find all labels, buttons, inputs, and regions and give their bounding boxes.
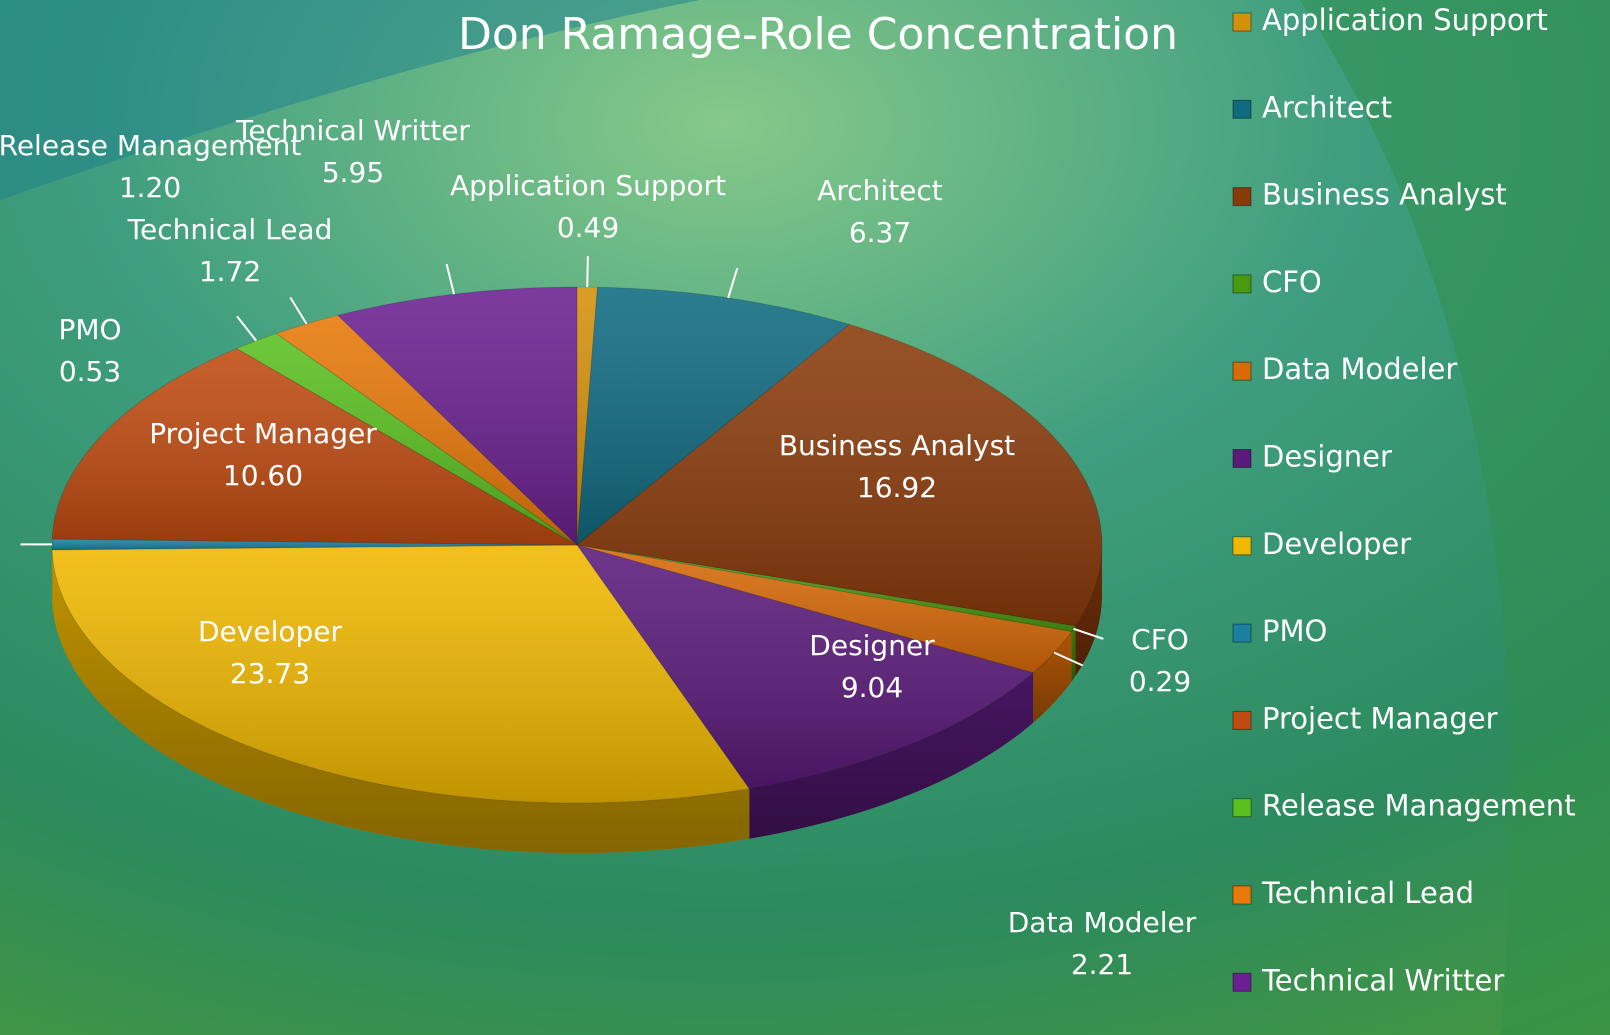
data-label-name: Application Support xyxy=(450,169,726,202)
pie-slice-shade xyxy=(577,324,1102,626)
legend-label: CFO xyxy=(1262,265,1322,299)
leader-line xyxy=(586,256,589,288)
data-label-value: 9.04 xyxy=(841,671,903,704)
leader-line xyxy=(1073,627,1104,640)
legend-swatch xyxy=(1232,99,1252,119)
pie-slice-shade xyxy=(337,287,577,545)
data-label-value: 16.92 xyxy=(857,471,937,504)
data-label-value: 0.49 xyxy=(557,211,619,244)
leader-line xyxy=(236,315,258,342)
leader-line xyxy=(727,267,739,299)
legend-swatch xyxy=(1232,187,1252,207)
legend-swatch xyxy=(1232,449,1252,468)
pie-side-shade xyxy=(749,672,1034,839)
leader-line xyxy=(445,263,455,295)
data-label-value: 2.21 xyxy=(1071,948,1133,981)
legend-label: Designer xyxy=(1262,440,1392,474)
data-label-value: 23.73 xyxy=(230,657,310,690)
legend-swatch xyxy=(1232,798,1252,818)
pie-slice-shade xyxy=(577,545,1072,673)
data-label-value: 6.37 xyxy=(849,216,911,249)
legend-swatch xyxy=(1232,361,1252,381)
pie-slice-shade xyxy=(577,287,850,545)
data-label-name: Release Management xyxy=(0,129,301,162)
pie-side-shade xyxy=(1071,625,1076,682)
data-label-name: Developer xyxy=(198,615,342,648)
pie-slice-shade xyxy=(52,348,577,545)
leader-line xyxy=(289,296,308,325)
legend-label: Technical Writter xyxy=(1261,963,1504,997)
data-label-value: 1.72 xyxy=(199,255,261,288)
background-shape xyxy=(1300,0,1610,1035)
pie-slice-shade xyxy=(236,333,578,545)
pie-slice-shade xyxy=(276,315,577,545)
data-label-value: 0.53 xyxy=(59,355,121,388)
legend-swatch xyxy=(1232,972,1252,992)
background-shape xyxy=(0,0,700,200)
chart-title: Don Ramage-Role Concentration xyxy=(458,9,1178,60)
legend-swatch xyxy=(1232,536,1252,556)
pie-slice-shade xyxy=(577,545,1034,789)
pie-slice-shade xyxy=(52,545,750,803)
legend: Application Support Architect Business Ana… xyxy=(1232,3,1576,997)
pie-side-shade xyxy=(1033,631,1072,723)
legend-swatch xyxy=(1232,710,1252,730)
data-label-value: 0.29 xyxy=(1129,665,1191,698)
data-label-name: Project Manager xyxy=(149,417,377,450)
data-label-name: Technical Writter xyxy=(235,114,470,147)
legend-label: Release Management xyxy=(1262,789,1576,823)
data-label-name: Technical Lead xyxy=(127,213,333,246)
data-label-name: Data Modeler xyxy=(1008,906,1197,939)
data-label-name: Business Analyst xyxy=(779,429,1015,462)
pie-slice-shade xyxy=(52,539,577,550)
legend-swatch xyxy=(1232,623,1252,643)
legend-label: Architect xyxy=(1262,90,1392,124)
data-label-value: 1.20 xyxy=(119,171,181,204)
leader-line xyxy=(1053,651,1084,667)
legend-swatch xyxy=(1232,274,1252,294)
legend-label: Technical Lead xyxy=(1261,876,1474,910)
legend-swatch xyxy=(1232,885,1252,905)
data-label-name: Architect xyxy=(817,174,943,207)
data-label-name: CFO xyxy=(1131,623,1189,656)
legend-label: Data Modeler xyxy=(1262,352,1457,386)
legend-swatch xyxy=(1232,12,1252,32)
pie xyxy=(51,286,1103,853)
data-label-value: 5.95 xyxy=(322,156,384,189)
pie-side-shade xyxy=(1075,545,1102,676)
pie-slice-shade xyxy=(577,545,1076,632)
data-label-name: PMO xyxy=(58,313,121,346)
legend-label: Application Support xyxy=(1262,3,1548,37)
pie-side-shade xyxy=(52,549,750,853)
pie-slice-shade xyxy=(577,287,598,545)
data-labels: Application Support 0.49 Architect 6.37 Busi… xyxy=(0,114,1197,981)
legend-label: PMO xyxy=(1262,614,1327,648)
legend-label: Business Analyst xyxy=(1262,178,1507,212)
data-label-value: 10.60 xyxy=(223,459,303,492)
legend-label: Project Manager xyxy=(1262,701,1498,735)
data-label-name: Designer xyxy=(809,629,935,662)
legend-label: Developer xyxy=(1262,527,1411,561)
